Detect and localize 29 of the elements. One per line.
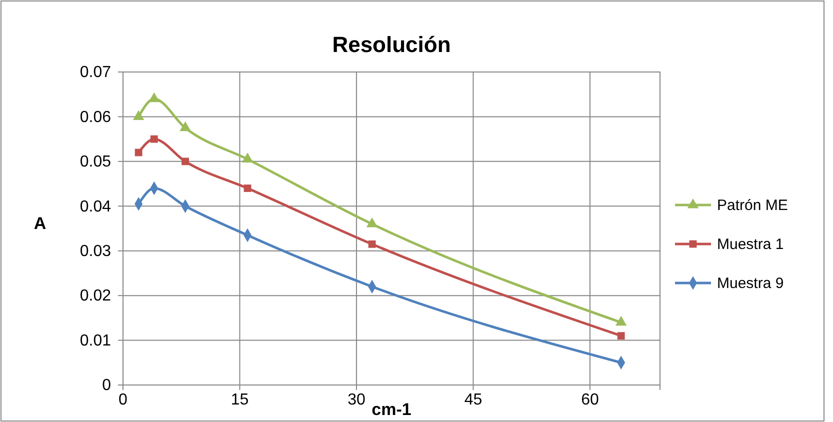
point	[244, 184, 252, 192]
x-tick-label: 60	[581, 391, 599, 408]
point	[368, 240, 376, 248]
y-tick-label: 0.03	[80, 242, 112, 260]
point	[182, 158, 189, 166]
y-tick-label: 0	[102, 377, 112, 394]
legend-label: Muestra 9	[717, 275, 784, 292]
legend-label: Muestra 1	[717, 236, 784, 253]
point	[366, 218, 378, 228]
y-tick-label: 0.01	[80, 332, 112, 350]
y-tick-label: 0.05	[80, 154, 112, 171]
x-tick-label: 15	[230, 391, 249, 408]
y-tick-label: 0.07	[80, 64, 112, 82]
x-tick-label: 30	[348, 391, 366, 408]
point	[150, 135, 158, 143]
y-tick-label: 0.02	[80, 288, 112, 305]
x-tick-label: 45	[464, 391, 482, 408]
y-tick-label: 0.06	[80, 108, 112, 126]
legend-label: Patrón ME	[717, 197, 788, 214]
point	[242, 152, 254, 162]
x-axis-title: cm-1	[372, 400, 412, 419]
y-tick-label: 0.04	[80, 198, 112, 216]
point	[134, 148, 142, 156]
x-tick-label: 0	[118, 391, 128, 408]
point	[132, 110, 144, 120]
y-axis-title: A	[34, 214, 46, 233]
point	[617, 332, 625, 340]
chart-title: Resolución	[332, 32, 451, 57]
point	[180, 121, 191, 132]
